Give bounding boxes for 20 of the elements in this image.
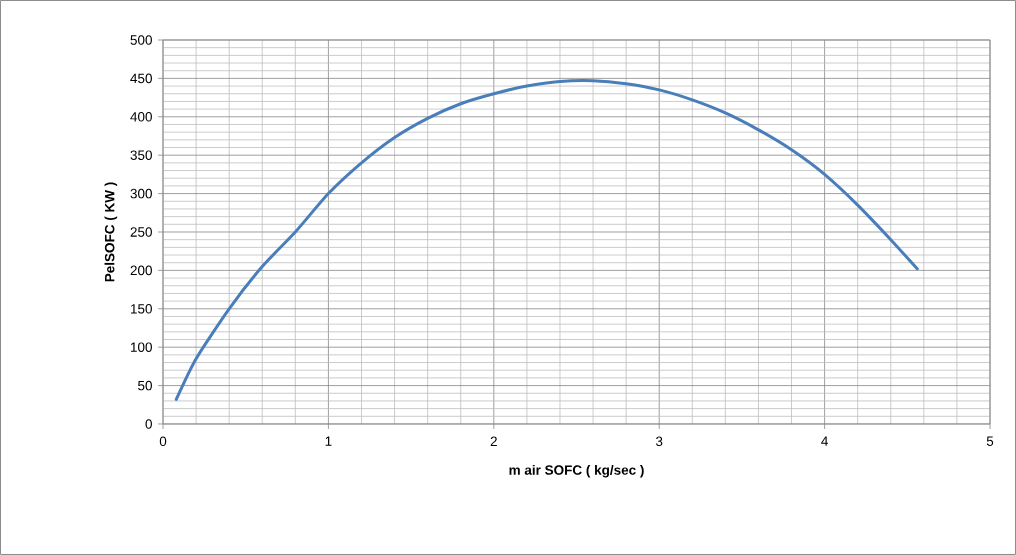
x-axis-title: m air SOFC ( kg/sec ) bbox=[509, 464, 644, 478]
x-tick-label: 3 bbox=[655, 436, 663, 447]
y-tick-label: 450 bbox=[130, 73, 152, 84]
y-tick-label: 200 bbox=[130, 265, 152, 276]
y-tick-label: 250 bbox=[130, 227, 152, 237]
y-tick-label: 500 bbox=[130, 35, 152, 45]
y-tick-label: 350 bbox=[130, 150, 152, 160]
line-series bbox=[174, 79, 919, 401]
x-tick-label: 0 bbox=[159, 436, 167, 447]
y-tick-label: 400 bbox=[130, 112, 152, 122]
y-axis-title: PelSOFC ( KW ) bbox=[104, 182, 118, 282]
x-tick-label: 4 bbox=[821, 436, 828, 446]
x-tick-label: 1 bbox=[325, 436, 332, 446]
x-tick-label: 2 bbox=[490, 436, 497, 446]
y-tick-label: 0 bbox=[145, 419, 152, 429]
y-tick-label: 300 bbox=[130, 188, 152, 199]
y-tick-label: 100 bbox=[131, 342, 152, 352]
y-tick-label: 150 bbox=[131, 304, 152, 314]
x-tick-label: 5 bbox=[986, 436, 994, 446]
y-tick-label: 50 bbox=[138, 380, 152, 391]
